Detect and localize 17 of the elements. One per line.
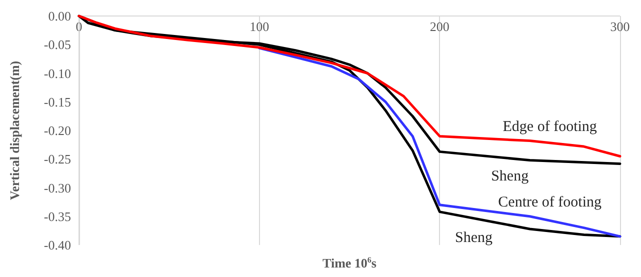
y-tick-label: -0.35 — [44, 208, 71, 224]
y-tick-label: -0.10 — [44, 66, 71, 81]
y-tick-label: -0.05 — [44, 37, 71, 52]
series-label: Sheng — [455, 230, 494, 246]
y-tick-label: -0.30 — [44, 180, 71, 196]
y-axis-title: Vertical displacement(m) — [7, 60, 22, 200]
y-tick-label: -0.15 — [44, 94, 71, 110]
y-tick-label: 0.00 — [48, 8, 71, 24]
series-label: Centre of footing — [498, 194, 602, 210]
y-tick-label: -0.20 — [44, 123, 71, 138]
x-tick-label: 300 — [610, 19, 630, 34]
series-label: Edge of footing — [502, 118, 598, 135]
y-tick-label: -0.40 — [44, 238, 71, 252]
y-tick-label: -0.25 — [44, 152, 71, 167]
x-tick-label: 100 — [250, 19, 270, 34]
series-label: Sheng — [491, 168, 530, 184]
x-tick-label: 200 — [430, 19, 450, 34]
